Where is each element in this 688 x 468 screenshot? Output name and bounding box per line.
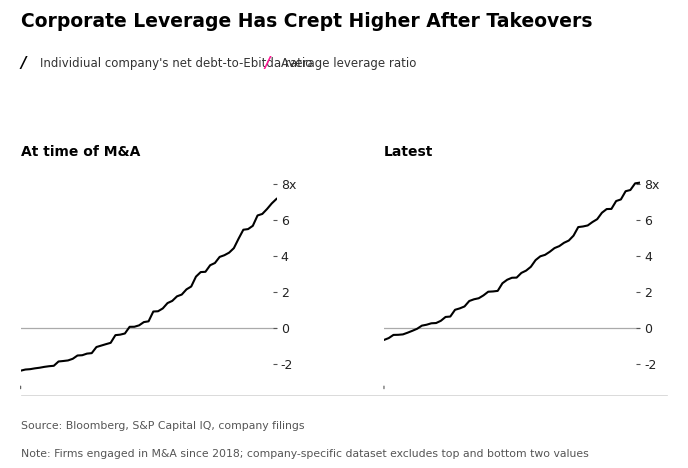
Text: At time of M&A: At time of M&A	[21, 146, 140, 160]
Text: Source: Bloomberg, S&P Capital IQ, company filings: Source: Bloomberg, S&P Capital IQ, compa…	[21, 421, 304, 431]
Text: /: /	[265, 56, 270, 71]
Text: Note: Firms engaged in M&A since 2018; company-specific dataset excludes top and: Note: Firms engaged in M&A since 2018; c…	[21, 449, 588, 459]
Text: Average leverage ratio: Average leverage ratio	[281, 57, 416, 70]
Text: Latest: Latest	[384, 146, 433, 160]
Text: Individiual company's net debt-to-Ebitda ratio: Individiual company's net debt-to-Ebitda…	[40, 57, 312, 70]
Text: /: /	[21, 56, 26, 71]
Text: Corporate Leverage Has Crept Higher After Takeovers: Corporate Leverage Has Crept Higher Afte…	[21, 12, 592, 31]
